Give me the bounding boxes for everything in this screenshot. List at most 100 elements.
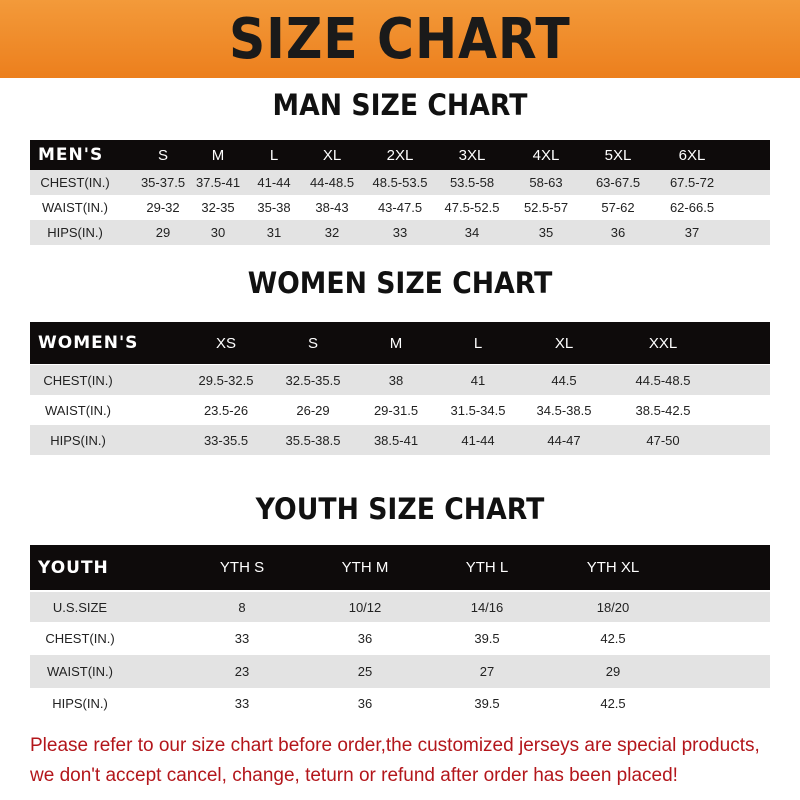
- size-header-cell: S: [307, 334, 319, 352]
- row-label: CHEST(IN.): [40, 175, 110, 190]
- table-row: CHEST(IN.) 33 36 39.5 42.5: [30, 622, 770, 655]
- notice-line-1: Please refer to our size chart before or…: [30, 735, 760, 756]
- table-cell: 36: [357, 695, 373, 711]
- table-cell: 57-62: [601, 200, 635, 215]
- size-header-cell: 4XL: [532, 146, 560, 164]
- table-cell: 62-66.5: [669, 200, 715, 215]
- table-row: CHEST(IN.) 35-37.5 37.5-41 41-44 44-48.5 48.5…: [30, 170, 770, 195]
- size-header-cell: XXL: [648, 334, 678, 352]
- table-cell: 53.5-58: [449, 175, 495, 190]
- size-header-cell: 5XL: [604, 146, 632, 164]
- table-cell: 31.5-34.5: [450, 402, 506, 418]
- table-cell: 44.5-48.5: [635, 372, 691, 388]
- table-cell: 29-32: [146, 200, 180, 215]
- table-cell: 18/20: [596, 599, 630, 615]
- size-header-cell: 6XL: [678, 146, 706, 164]
- table-cell: 35: [538, 225, 554, 240]
- table-cell: 29: [155, 225, 171, 240]
- men-title: MAN SIZE CHART: [272, 88, 528, 122]
- table-header-row: YOUTH YTH S YTH M YTH L YTH XL: [30, 545, 770, 590]
- size-header-cell: L: [473, 334, 483, 352]
- table-header-label: MEN'S: [38, 145, 104, 165]
- table-header-row: MEN'S S M L XL 2XL 3XL 4XL 5XL 6XL: [30, 140, 770, 170]
- table-cell: 33: [234, 631, 250, 646]
- row-label: HIPS(IN.): [52, 695, 108, 711]
- table-cell: 29-31.5: [373, 402, 419, 418]
- table-cell: 33-35.5: [203, 432, 249, 448]
- size-header-cell: M: [211, 146, 225, 164]
- table-row: CHEST(IN.) 29.5-32.5 32.5-35.5 38 41 44.5 44.5…: [30, 365, 770, 395]
- table-row: WAIST(IN.) 23 25 27 29: [30, 655, 770, 688]
- table-cell: 27: [479, 664, 495, 679]
- table-cell: 32.5-35.5: [285, 372, 341, 388]
- table-cell: 38-43: [315, 200, 349, 215]
- row-label: U.S.SIZE: [52, 599, 108, 615]
- table-header-label: WOMEN'S: [38, 333, 139, 353]
- table-cell: 26-29: [296, 402, 330, 418]
- table-row: U.S.SIZE 8 10/12 14/16 18/20: [30, 592, 770, 622]
- table-cell: 44-48.5: [309, 175, 355, 190]
- table-cell: 14/16: [470, 599, 504, 615]
- size-header-cell: M: [389, 334, 403, 352]
- table-cell: 38.5-41: [373, 432, 419, 448]
- table-cell: 63-67.5: [595, 175, 641, 190]
- table-cell: 47.5-52.5: [444, 200, 500, 215]
- table-row: HIPS(IN.) 33 36 39.5 42.5: [30, 688, 770, 718]
- table-cell: 42.5: [600, 695, 626, 711]
- table-header-label: YOUTH: [38, 557, 109, 578]
- table-cell: 37: [684, 225, 700, 240]
- size-header-cell: 2XL: [386, 146, 414, 164]
- size-header-cell: YTH S: [219, 559, 265, 576]
- size-header-cell: L: [269, 146, 279, 164]
- table-cell: 33: [392, 225, 408, 240]
- table-cell: 23.5-26: [203, 402, 249, 418]
- table-row: HIPS(IN.) 29 30 31 32 33 34 35 36 37: [30, 220, 770, 245]
- row-label: WAIST(IN.): [47, 664, 113, 679]
- table-cell: 33: [234, 695, 250, 711]
- table-cell: 36: [357, 631, 373, 646]
- table-cell: 41-44: [461, 432, 495, 448]
- table-cell: 48.5-53.5: [372, 175, 428, 190]
- size-header-cell: XL: [554, 334, 574, 352]
- row-label: HIPS(IN.): [47, 225, 103, 240]
- table-cell: 39.5: [474, 695, 500, 711]
- table-cell: 32-35: [201, 200, 235, 215]
- table-cell: 43-47.5: [377, 200, 423, 215]
- table-cell: 31: [266, 225, 282, 240]
- table-cell: 23: [234, 664, 250, 679]
- size-header-cell: YTH M: [341, 559, 389, 576]
- row-label: WAIST(IN.): [42, 200, 108, 215]
- table-cell: 38.5-42.5: [635, 402, 691, 418]
- table-header-row: WOMEN'S XS S M L XL XXL: [30, 322, 770, 364]
- table-cell: 10/12: [348, 599, 382, 615]
- table-cell: 41: [470, 372, 486, 388]
- table-cell: 37.5-41: [195, 175, 241, 190]
- table-cell: 58-63: [529, 175, 563, 190]
- size-header-cell: YTH L: [465, 559, 509, 576]
- table-cell: 34: [464, 225, 480, 240]
- notice-line-2: we don't accept cancel, change, teturn o…: [30, 765, 678, 786]
- banner-title: SIZE CHART: [229, 6, 571, 72]
- youth-title: YOUTH SIZE CHART: [255, 492, 545, 526]
- table-row: WAIST(IN.) 23.5-26 26-29 29-31.5 31.5-34.5 34…: [30, 395, 770, 425]
- table-cell: 52.5-57: [523, 200, 569, 215]
- table-cell: 42.5: [600, 631, 626, 646]
- table-cell: 35.5-38.5: [285, 432, 341, 448]
- women-title: WOMEN SIZE CHART: [247, 266, 553, 300]
- table-cell: 29: [605, 664, 621, 679]
- table-cell: 67.5-72: [669, 175, 715, 190]
- table-cell: 39.5: [474, 631, 500, 646]
- table-cell: 29.5-32.5: [198, 372, 254, 388]
- table-cell: 36: [610, 225, 626, 240]
- row-label: CHEST(IN.): [43, 372, 113, 388]
- table-cell: 35-38: [257, 200, 291, 215]
- size-header-cell: S: [157, 146, 169, 164]
- size-header-cell: YTH XL: [586, 559, 640, 576]
- table-cell: 41-44: [257, 175, 291, 190]
- row-label: WAIST(IN.): [45, 402, 111, 418]
- table-cell: 35-37.5: [140, 175, 186, 190]
- size-header-cell: XS: [215, 334, 237, 352]
- table-row: HIPS(IN.) 33-35.5 35.5-38.5 38.5-41 41-44 44-…: [30, 425, 770, 455]
- table-cell: 34.5-38.5: [536, 402, 592, 418]
- table-cell: 32: [324, 225, 340, 240]
